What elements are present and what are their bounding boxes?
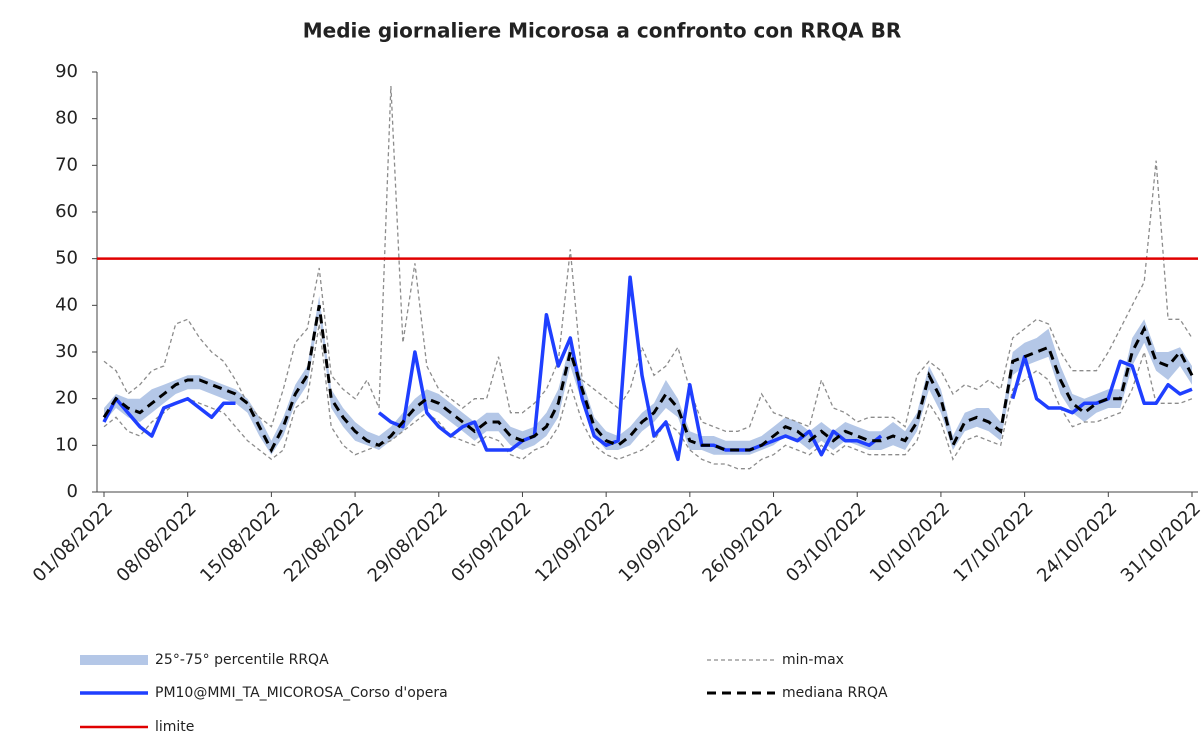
chart-title: Medie giornaliere Micorosa a confronto c…: [303, 19, 901, 43]
x-tick-label: 24/10/2022: [1033, 498, 1121, 586]
x-tick-label: 03/10/2022: [782, 498, 870, 586]
y-tick-label: 10: [55, 434, 78, 455]
y-tick-label: 20: [55, 388, 78, 409]
min-max-line: [103, 85, 1193, 432]
median-line: [102, 305, 1194, 454]
y-tick-label: 90: [55, 61, 78, 82]
legend-label: limite: [155, 719, 194, 735]
legend-label: 25°-75° percentile RRQA: [155, 652, 329, 668]
y-tick-label: 30: [55, 341, 78, 362]
x-tick-label: 26/09/2022: [698, 498, 786, 586]
legend-label: min-max: [782, 652, 844, 668]
min-max-line: [103, 323, 1193, 470]
y-tick-label: 60: [55, 201, 78, 222]
legend-label: PM10@MMI_TA_MICOROSA_Corso d'opera: [155, 685, 448, 701]
y-tick-label: 0: [67, 481, 78, 502]
x-tick-label: 01/08/2022: [29, 498, 117, 586]
x-tick-label: 31/10/2022: [1117, 498, 1204, 586]
x-tick-label: 22/08/2022: [280, 498, 368, 586]
y-tick-label: 40: [55, 294, 78, 315]
legend-label: mediana RRQA: [782, 685, 888, 701]
x-tick-label: 10/10/2022: [866, 498, 954, 586]
y-tick-label: 50: [55, 248, 78, 269]
pm10-line: [102, 275, 1193, 462]
x-tick-label: 05/09/2022: [447, 498, 535, 586]
y-tick-label: 70: [55, 154, 78, 175]
x-tick-label: 17/10/2022: [949, 498, 1037, 586]
x-tick-label: 19/09/2022: [615, 498, 703, 586]
x-tick-label: 29/08/2022: [364, 498, 452, 586]
x-tick-label: 08/08/2022: [113, 498, 201, 586]
x-tick-label: 15/08/2022: [196, 498, 284, 586]
x-tick-label: 12/09/2022: [531, 498, 619, 586]
y-tick-label: 80: [55, 108, 78, 129]
